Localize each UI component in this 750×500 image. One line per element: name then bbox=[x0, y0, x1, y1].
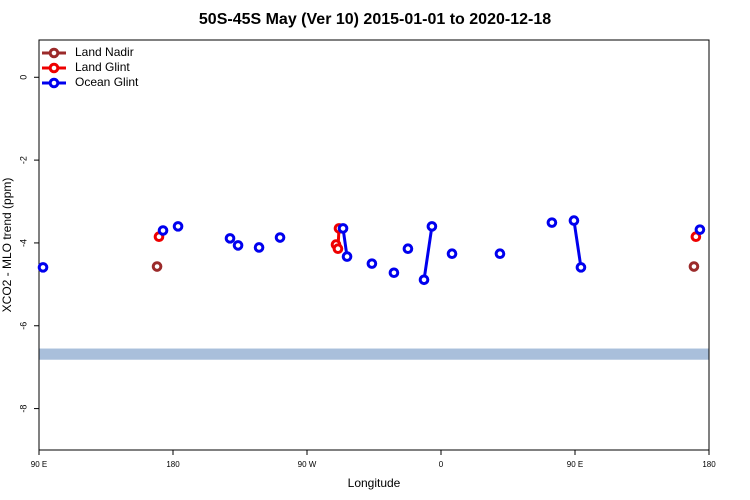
point bbox=[546, 217, 558, 228]
x-tick-label: 180 bbox=[702, 460, 716, 469]
point bbox=[694, 224, 706, 235]
y-tick-label: -4 bbox=[18, 239, 28, 247]
x-tick-label: 90 E bbox=[567, 460, 583, 469]
x-tick-label: 90 E bbox=[31, 460, 47, 469]
point bbox=[151, 261, 163, 272]
point bbox=[366, 258, 378, 269]
y-tick-label: -2 bbox=[18, 156, 28, 164]
legend-label: Land Nadir bbox=[75, 45, 134, 59]
point bbox=[224, 233, 236, 244]
y-tick-label: -6 bbox=[18, 322, 28, 330]
point bbox=[274, 232, 286, 243]
point bbox=[172, 221, 184, 232]
x-tick-label: 0 bbox=[439, 460, 444, 469]
series-line bbox=[422, 226, 434, 281]
point bbox=[388, 267, 400, 279]
y-tick-label: 0 bbox=[18, 75, 28, 80]
point bbox=[688, 261, 700, 272]
series-line bbox=[572, 220, 583, 268]
point bbox=[341, 251, 353, 262]
legend-marker bbox=[48, 62, 60, 74]
x-tick-label: 180 bbox=[166, 460, 180, 469]
point bbox=[575, 262, 587, 273]
y-axis-label: XCO2 - MLO trend (ppm) bbox=[0, 178, 14, 313]
point bbox=[337, 223, 349, 234]
point bbox=[446, 248, 458, 259]
chart-title: 50S-45S May (Ver 10) 2015-01-01 to 2020-… bbox=[199, 11, 551, 28]
point bbox=[402, 243, 414, 255]
y-tick-label: -8 bbox=[18, 405, 28, 413]
band bbox=[39, 348, 709, 360]
point bbox=[332, 243, 344, 255]
legend-marker bbox=[48, 47, 60, 59]
point bbox=[426, 221, 438, 232]
point bbox=[568, 215, 580, 226]
plot-frame bbox=[38, 39, 710, 451]
x-tick-label: 90 W bbox=[298, 460, 317, 469]
point bbox=[418, 274, 430, 286]
point bbox=[494, 248, 506, 259]
x-axis-label: Longitude bbox=[348, 476, 401, 490]
point bbox=[253, 242, 265, 253]
legend-marker bbox=[48, 77, 60, 89]
point bbox=[157, 225, 169, 236]
point bbox=[232, 240, 244, 251]
legend-label: Ocean Glint bbox=[75, 75, 139, 89]
point bbox=[37, 262, 49, 273]
legend-label: Land Glint bbox=[75, 60, 130, 74]
